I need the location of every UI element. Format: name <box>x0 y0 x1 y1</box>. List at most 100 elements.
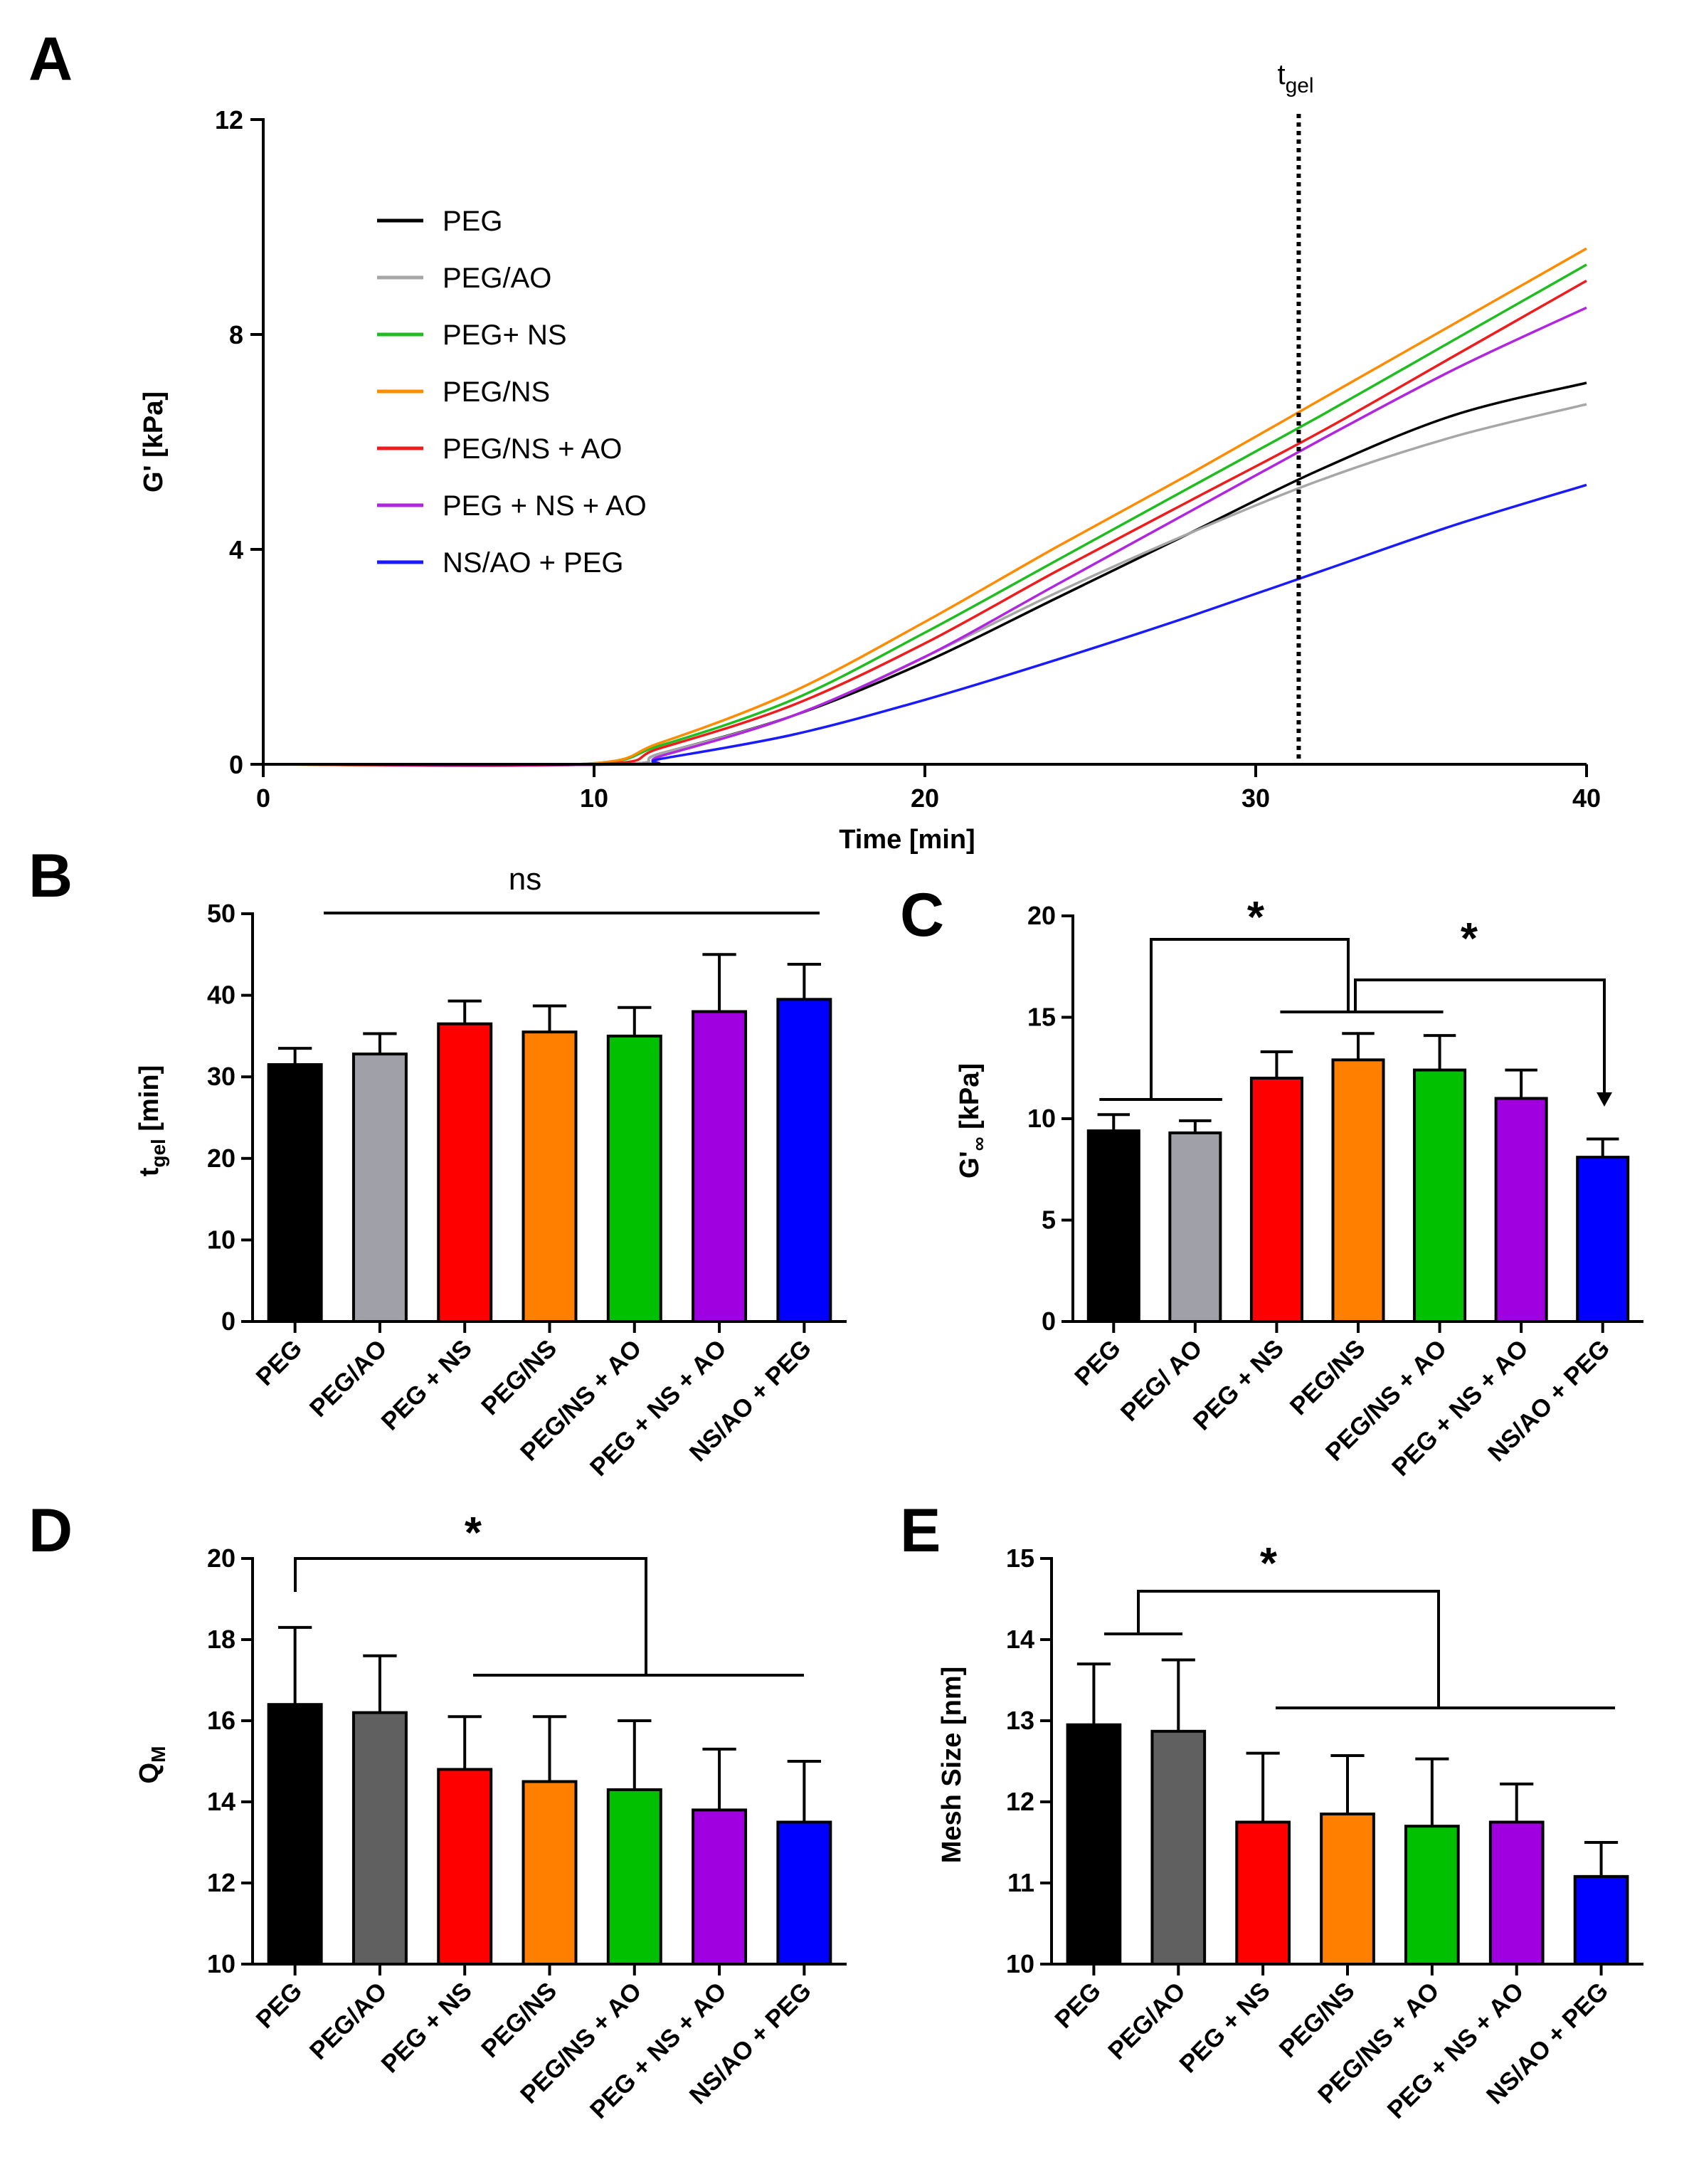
y-tick-label: 14 <box>207 1787 235 1816</box>
y-tick-label: 40 <box>207 981 235 1010</box>
bar <box>692 1010 748 1324</box>
y-tick-label: 20 <box>207 1144 235 1173</box>
bar <box>1488 1820 1545 1966</box>
x-tick-label: PEG/NS <box>476 1977 562 2063</box>
legend-entry: PEG/NS <box>377 376 550 408</box>
bar <box>1249 1077 1303 1323</box>
x-tick-label: PEG + NS + AO <box>1387 1334 1534 1482</box>
bar <box>437 1022 493 1323</box>
y-tick-label: 30 <box>207 1062 235 1091</box>
y-tick-label: 10 <box>207 1225 235 1254</box>
bracket-star-e <box>1137 1590 1440 1708</box>
y-tick-label: 12 <box>1006 1787 1034 1816</box>
y-tick-label: 12 <box>207 1868 235 1897</box>
panel-letter-d: D <box>28 1497 73 1565</box>
x-tick-label: PEG <box>250 1334 307 1391</box>
y-tick-label: 16 <box>207 1706 235 1735</box>
significance-star: * <box>1461 914 1478 964</box>
bar <box>606 1034 662 1324</box>
legend-label: PEG/NS + AO <box>443 433 622 465</box>
y-axis-label: Mesh Size [nm] <box>937 1667 967 1864</box>
bar <box>1573 1874 1629 1966</box>
y-axis-label: G' [kPa] <box>139 391 169 492</box>
panel-letter-c: C <box>900 881 944 949</box>
y-tick-label: 14 <box>1006 1625 1034 1654</box>
y-tick-label: 10 <box>1027 1104 1056 1133</box>
y-tick-label: 20 <box>207 1544 235 1573</box>
bar <box>521 1030 578 1324</box>
y-tick-label: 10 <box>1006 1949 1034 1978</box>
y-tick-label: 0 <box>229 750 243 779</box>
panel-letter-b: B <box>28 842 73 910</box>
bracket-star2 <box>1354 978 1606 1099</box>
bar <box>1150 1729 1207 1966</box>
x-tick-label: PEG <box>1049 1977 1106 2034</box>
bar <box>1320 1813 1375 1966</box>
bar <box>1235 1820 1291 1966</box>
bar <box>521 1780 578 1966</box>
bar <box>437 1768 493 1966</box>
bar <box>1086 1129 1140 1323</box>
x-tick-label: 30 <box>1241 784 1270 813</box>
significance-ns: ns <box>509 862 541 897</box>
bar <box>351 1053 408 1324</box>
y-tick-label: 20 <box>1027 901 1056 930</box>
x-tick-label: PEG/NS <box>1274 1977 1360 2063</box>
y-tick-label: 4 <box>229 535 243 564</box>
legend-label: PEG+ NS <box>443 320 567 351</box>
y-tick-label: 11 <box>1007 1868 1034 1897</box>
y-tick-label: 50 <box>207 899 235 928</box>
bar <box>776 1820 832 1966</box>
x-tick-label: PEG + NS <box>1174 1977 1275 2078</box>
significance-star: * <box>1247 893 1265 942</box>
legend-entry: PEG/AO <box>377 263 551 294</box>
bar <box>776 998 832 1323</box>
legend-label: PEG + NS + AO <box>443 490 647 522</box>
y-tick-label: 10 <box>207 1949 235 1978</box>
panel-a: A 0 4 8 12 0 10 20 30 40 Time [min] G' [kPa] tgel PEG… <box>28 25 1601 855</box>
y-axis-label: QM <box>134 1746 169 1784</box>
significance-star: * <box>465 1509 482 1558</box>
x-tick-label: PEG/AO <box>1103 1977 1191 2065</box>
y-tick-label: 15 <box>1027 1003 1056 1032</box>
bar <box>267 1063 323 1323</box>
y-tick-label: 15 <box>1006 1544 1034 1573</box>
series-line <box>263 483 1587 766</box>
y-tick-label: 5 <box>1042 1206 1056 1235</box>
legend-label: PEG/AO <box>443 263 551 294</box>
series-line <box>263 279 1587 767</box>
x-tick-label: PEG/AO <box>305 1334 393 1423</box>
bar <box>351 1711 408 1966</box>
panel-letter-e: E <box>900 1497 941 1565</box>
bracket-star1 <box>1150 938 1350 1099</box>
x-tick-label: PEG/AO <box>305 1977 393 2065</box>
x-tick-label: PEG + NS <box>376 1977 477 2078</box>
significance-star: * <box>1260 1539 1278 1588</box>
y-axis-label: tgel [min] <box>134 1065 169 1177</box>
legend-entry: PEG/NS + AO <box>377 433 622 465</box>
y-tick-label: 13 <box>1006 1706 1034 1735</box>
x-tick-label: PEG + NS <box>376 1334 477 1435</box>
x-tick-label: PEG <box>1069 1334 1126 1391</box>
x-tick-label: 40 <box>1572 784 1601 813</box>
bar <box>1404 1825 1460 1966</box>
bracket-arrowhead <box>1597 1092 1612 1107</box>
legend-entry: PEG+ NS <box>377 320 567 351</box>
bar <box>1331 1058 1385 1323</box>
legend-label: PEG/NS <box>443 376 550 408</box>
x-tick-label: PEG/NS <box>476 1334 562 1420</box>
legend-entry: PEG <box>377 206 502 237</box>
bar <box>1413 1068 1467 1323</box>
bracket-star-d <box>294 1557 647 1675</box>
y-axis-label: G'∞ [kPa] <box>955 1063 990 1178</box>
legend-entry: NS/AO + PEG <box>377 547 624 579</box>
legend-label: NS/AO + PEG <box>443 547 624 579</box>
bar <box>1576 1156 1630 1324</box>
tgel-label: tgel <box>1277 59 1313 97</box>
x-axis-label: Time [min] <box>839 825 975 855</box>
bar <box>692 1808 748 1966</box>
